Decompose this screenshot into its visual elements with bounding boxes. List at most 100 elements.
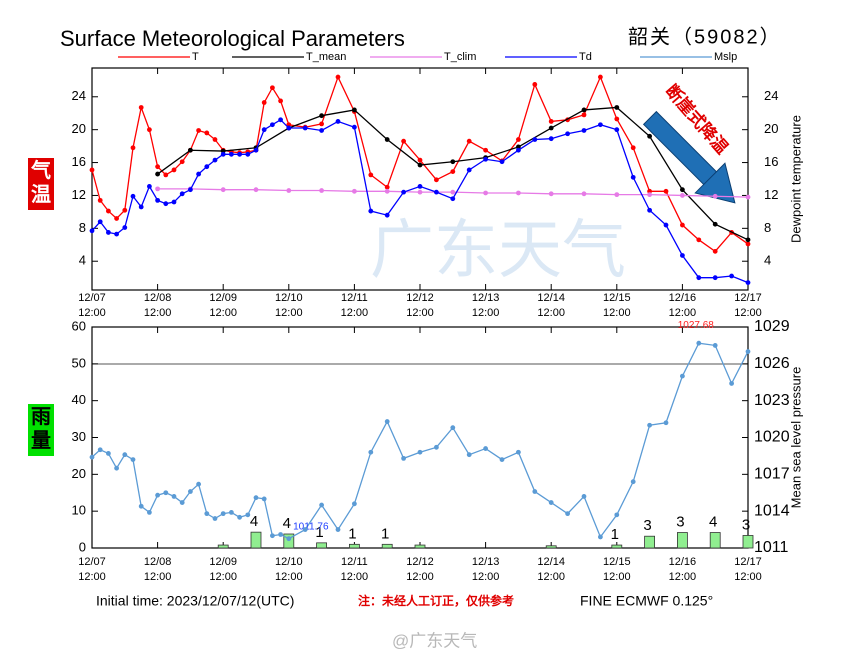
- data-point: [696, 275, 702, 281]
- data-point: [712, 343, 718, 348]
- data-point: [434, 177, 439, 183]
- data-point: [245, 151, 251, 157]
- data-point: [179, 159, 185, 165]
- data-point: [138, 503, 144, 509]
- data-point: [138, 204, 144, 210]
- bar: [348, 543, 360, 549]
- data-point: [204, 511, 210, 517]
- data-point: [229, 151, 234, 157]
- data-point: [188, 187, 193, 193]
- data-point: [548, 500, 554, 505]
- data-point: [581, 107, 587, 113]
- data-point: [450, 159, 456, 165]
- y-tick-label-right: 24: [764, 88, 778, 103]
- side-label: 雨量: [31, 406, 51, 452]
- data-point: [278, 98, 283, 104]
- x-tick-label: 12/16 12:00: [669, 292, 697, 319]
- data-point: [384, 137, 390, 142]
- background-watermark: 广东天气: [370, 214, 626, 286]
- data-point: [204, 164, 210, 170]
- x-tick-label: 12/10 12:00: [275, 556, 303, 583]
- data-point: [130, 457, 136, 462]
- data-point: [745, 241, 751, 247]
- data-point: [155, 164, 161, 170]
- data-point: [155, 492, 161, 498]
- data-point: [138, 105, 144, 110]
- data-point: [565, 511, 570, 517]
- legend-label: Mslp: [714, 51, 737, 63]
- y-tick-label: 16: [72, 154, 86, 169]
- y2-tick-label: 1017: [754, 466, 790, 483]
- data-point: [270, 533, 275, 539]
- data-point: [680, 373, 685, 379]
- value-label: 1027.68: [678, 320, 715, 331]
- data-point: [179, 191, 185, 197]
- data-point: [745, 194, 751, 200]
- plot-frame: [91, 326, 749, 549]
- note: 注：未经人工订正，仅供参考: [358, 593, 514, 608]
- x-tick-label: 12/11 12:00: [341, 556, 369, 583]
- data-point: [499, 457, 505, 462]
- x-tick-label: 12/17 12:00: [734, 556, 762, 583]
- bar-label: 1: [381, 525, 389, 542]
- data-point: [712, 275, 718, 281]
- data-point: [532, 82, 538, 87]
- data-point: [745, 280, 751, 285]
- data-point: [163, 172, 169, 178]
- data-point: [630, 174, 636, 180]
- y2-tick-label: 1020: [754, 429, 790, 446]
- data-point: [261, 127, 267, 133]
- data-point: [286, 188, 292, 193]
- y-tick-label: 8: [79, 220, 86, 235]
- data-point: [335, 74, 341, 80]
- data-point: [565, 131, 570, 137]
- data-point: [450, 425, 456, 431]
- data-point: [647, 192, 652, 198]
- bar: [381, 543, 393, 549]
- data-point: [229, 509, 234, 515]
- y2-tick-label: 1014: [754, 502, 790, 519]
- data-point: [630, 145, 636, 151]
- data-point: [261, 496, 267, 502]
- data-point: [434, 189, 439, 195]
- data-point: [729, 381, 734, 386]
- data-point: [106, 208, 111, 214]
- data-point: [278, 117, 283, 123]
- data-point: [548, 136, 554, 142]
- data-point: [401, 138, 406, 144]
- data-point: [581, 191, 587, 197]
- data-point: [532, 137, 538, 142]
- data-point: [130, 193, 136, 199]
- y-tick-label-right: 16: [764, 154, 778, 169]
- data-point: [680, 253, 685, 258]
- side-label-box: [28, 404, 54, 456]
- data-point: [122, 207, 128, 213]
- y-tick-label-right: 20: [764, 121, 778, 136]
- data-point: [319, 188, 324, 193]
- bar: [742, 535, 754, 549]
- side-label: 气温: [30, 158, 51, 206]
- data-point: [335, 119, 341, 124]
- data-point: [188, 489, 193, 494]
- data-point: [712, 248, 718, 254]
- data-point: [368, 208, 374, 214]
- y2-tick-label: 1029: [754, 318, 790, 335]
- data-point: [680, 222, 685, 228]
- data-point: [680, 193, 685, 198]
- data-point: [196, 481, 202, 487]
- x-tick-label: 12/11 12:00: [341, 292, 369, 319]
- watermark: @广东天气: [392, 631, 477, 650]
- data-point: [237, 151, 243, 157]
- data-point: [466, 167, 472, 173]
- data-point: [335, 527, 341, 532]
- data-point: [163, 490, 169, 496]
- data-point: [466, 452, 472, 458]
- bar: [316, 542, 328, 549]
- data-point: [352, 124, 357, 130]
- y-tick-label: 30: [72, 429, 86, 444]
- data-point: [483, 446, 488, 451]
- x-tick-label: 12/16 12:00: [669, 556, 697, 583]
- data-point: [352, 188, 357, 194]
- data-point: [352, 501, 357, 507]
- data-point: [417, 157, 423, 163]
